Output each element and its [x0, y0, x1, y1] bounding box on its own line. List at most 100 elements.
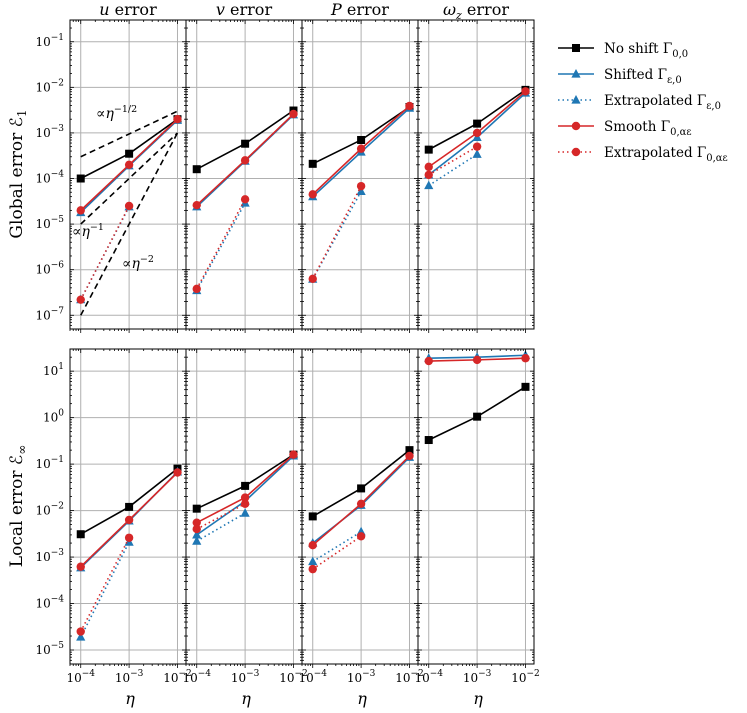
- tick-base: 10: [395, 671, 410, 685]
- tick-exp: −2: [51, 502, 64, 512]
- tick-base: 10: [35, 643, 50, 657]
- data-point: [125, 149, 134, 158]
- ticks: [185, 20, 302, 333]
- y-tick-label: 10−3: [35, 124, 64, 140]
- title-symbol: u: [99, 0, 109, 19]
- ylabel-main: Local error ℰ: [7, 455, 27, 567]
- data-point: [356, 181, 366, 191]
- series-line: [80, 206, 130, 301]
- tick-exp: −3: [51, 124, 65, 134]
- y-tick-label: 10−5: [35, 641, 64, 657]
- series-line: [312, 185, 362, 280]
- slope-text: ∝η: [96, 106, 114, 122]
- data-point: [173, 468, 182, 477]
- legend-marker: [571, 147, 581, 157]
- legend-marker: [571, 69, 581, 78]
- legend-item: No shift Γ0,0: [558, 41, 688, 60]
- series-line: [196, 202, 246, 291]
- tick-exp: −2: [410, 669, 423, 679]
- tick-exp: −3: [362, 669, 376, 679]
- data-point: [357, 484, 366, 493]
- legend-text: Smooth Γ: [604, 119, 670, 135]
- y-tick-label: 10−3: [35, 548, 64, 564]
- tick-exp: −5: [51, 215, 65, 225]
- title-symbol: v: [216, 0, 225, 19]
- series-0: [424, 382, 530, 445]
- axes-frame: [185, 19, 303, 330]
- data-point: [356, 186, 366, 196]
- data-point: [308, 512, 317, 521]
- ylabel-main: Global error ℰ: [7, 117, 27, 238]
- axes-frame: [417, 19, 535, 330]
- tick-exp: −4: [314, 669, 328, 679]
- legend-label: Smooth Γ0,αε: [604, 119, 692, 138]
- ticks: [69, 20, 186, 333]
- data-point: [308, 556, 318, 566]
- data-point: [76, 530, 85, 539]
- data-point: [124, 160, 134, 169]
- x-tick-label: 10−4: [66, 669, 95, 685]
- tick-base: 10: [231, 671, 246, 685]
- tick-exp: −4: [82, 669, 96, 679]
- legend-label: Shifted Γε,0: [604, 67, 682, 86]
- panel-local-wz: 10−4 10−3 10−2η: [414, 348, 540, 708]
- legend-text: Extrapolated Γ: [604, 93, 706, 109]
- plot-area: [76, 110, 183, 316]
- data-point: [424, 180, 434, 190]
- y-tick-label: 10−2: [35, 78, 64, 94]
- x-tick-label: 10−2: [163, 669, 192, 685]
- legend-text: Shifted Γ: [604, 67, 667, 83]
- data-point: [356, 499, 366, 509]
- plot-area: [308, 101, 415, 284]
- ticks: [417, 348, 534, 668]
- data-point: [192, 504, 201, 513]
- tick-base: 10: [66, 671, 81, 685]
- title-subscript: z: [455, 9, 462, 22]
- tick-exp: −4: [430, 669, 444, 679]
- tick-base: 10: [414, 671, 429, 685]
- data-point: [424, 436, 433, 445]
- series-3: [308, 451, 414, 550]
- legend-label: No shift Γ0,0: [604, 41, 688, 60]
- legend-subscript: 0,0: [672, 49, 688, 60]
- grid: [302, 20, 418, 329]
- slope-exponent: −1/2: [114, 104, 137, 115]
- tick-base: 10: [463, 671, 478, 685]
- series-line: [80, 537, 130, 632]
- series-3: [76, 468, 182, 571]
- x-axis-label: η: [357, 689, 367, 708]
- panel-title: u error: [99, 0, 157, 19]
- plot-area: [76, 464, 183, 641]
- series-3: [192, 450, 298, 527]
- series-3: [424, 354, 530, 366]
- data-point: [405, 446, 414, 455]
- legend-item: Extrapolated Γε,0: [558, 93, 721, 112]
- series-4: [192, 195, 250, 294]
- data-point: [521, 354, 530, 363]
- x-axis-label: η: [125, 689, 135, 708]
- data-point: [473, 119, 482, 128]
- legend-item: Extrapolated Γ0,αε: [558, 145, 728, 164]
- tick-base: 10: [35, 172, 50, 186]
- data-point: [192, 165, 201, 174]
- tick-base: 10: [35, 504, 50, 518]
- ticks: [301, 20, 418, 333]
- series-3: [192, 109, 298, 210]
- legend-item: Shifted Γε,0: [558, 67, 682, 86]
- plot-area: [192, 106, 299, 295]
- panel-title: P error: [330, 0, 389, 19]
- tick-base: 10: [35, 263, 50, 277]
- slope-exponent: −2: [140, 254, 154, 265]
- series-2: [192, 508, 250, 545]
- x-axis-label: η: [241, 689, 251, 708]
- data-point: [76, 206, 85, 215]
- slope-guide-line: [80, 132, 179, 316]
- y-axis-label-global: Global error ℰ1: [7, 109, 29, 238]
- tick-base: 10: [35, 35, 50, 49]
- data-point: [405, 451, 414, 461]
- panel-global-v: v error: [185, 0, 303, 333]
- data-point: [125, 502, 134, 511]
- data-point: [424, 170, 433, 180]
- x-axis-label: η: [473, 689, 483, 708]
- series-2: [192, 198, 250, 295]
